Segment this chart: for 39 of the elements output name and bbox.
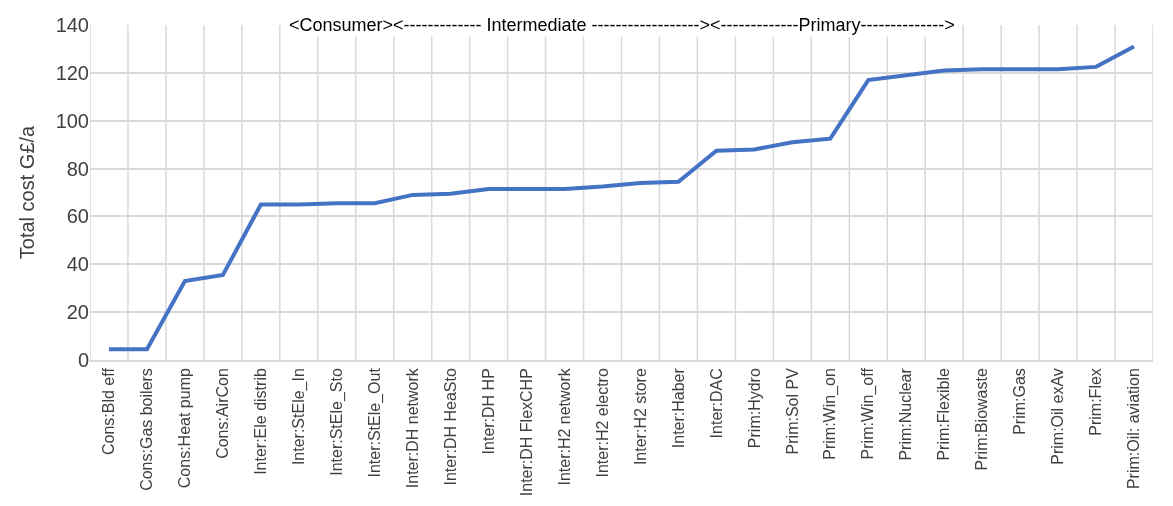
x-tick-label: Prim:Win_on (821, 368, 840, 460)
x-tick-label: Prim:Biowaste (973, 368, 991, 471)
x-tick-label: Inter:StEle_Sto (327, 368, 346, 476)
line-series (106, 44, 1137, 352)
x-tick-label: Inter:StEle_Out (365, 367, 384, 478)
x-tick-label: Cons:Heat pump (176, 368, 194, 489)
x-tick-label: Prim:Sol PV (783, 367, 801, 455)
x-tick-label: Inter:H2 electro (593, 368, 611, 478)
x-tick-label: Prim:Nuclear (897, 367, 915, 461)
y-tick-label: 80 (66, 157, 89, 180)
x-tick-label: Inter:H2 network (555, 367, 573, 486)
x-tick-label: Prim:Oil: aviation (1125, 368, 1143, 490)
x-tick-label: Inter:Ele distrib (252, 368, 270, 475)
x-tick-label: Inter:DH network (403, 367, 421, 489)
y-tick-label: 140 (55, 14, 89, 36)
x-tick-label: Inter:DH FlexCHP (517, 368, 535, 497)
x-tick-label: Prim:Gas (1011, 368, 1029, 435)
y-tick-label: 120 (55, 61, 89, 84)
x-tick-label: Prim:Flexible (935, 368, 953, 461)
y-tick-label: 0 (77, 349, 89, 371)
x-tick-label: Cons:Bld eff (100, 367, 118, 456)
x-tick-label: Inter:DH HP (479, 368, 497, 455)
x-tick-label: Inter:Haber (669, 367, 687, 449)
y-tick-label: 40 (66, 253, 89, 276)
x-tick-label: Cons:Gas boilers (138, 368, 156, 491)
y-tick-label: 20 (66, 301, 89, 324)
y-tick-label: 100 (55, 109, 89, 132)
x-tick-label: Inter:DAC (707, 368, 725, 439)
x-tick-label: Prim:Oil exAv (1049, 368, 1067, 465)
x-tick-label: Prim:Hydro (745, 368, 763, 449)
x-tick-label: Inter:H2 store (631, 368, 649, 466)
y-tick-label: 60 (66, 205, 89, 228)
annotation: <Consumer><------------- Intermediate ------------------><-------------Primary--------------> (289, 15, 955, 35)
x-tick-label: Prim:Flex (1087, 368, 1105, 436)
x-tick-label: Prim:Win_off (859, 367, 878, 460)
x-tick-label: Cons:AirCon (214, 368, 232, 459)
x-tick-label: Inter:StEle_In (290, 368, 308, 466)
x-tick-label: Inter:DH HeaSto (441, 368, 459, 486)
y-axis-title: Total cost G£/a (16, 124, 39, 260)
